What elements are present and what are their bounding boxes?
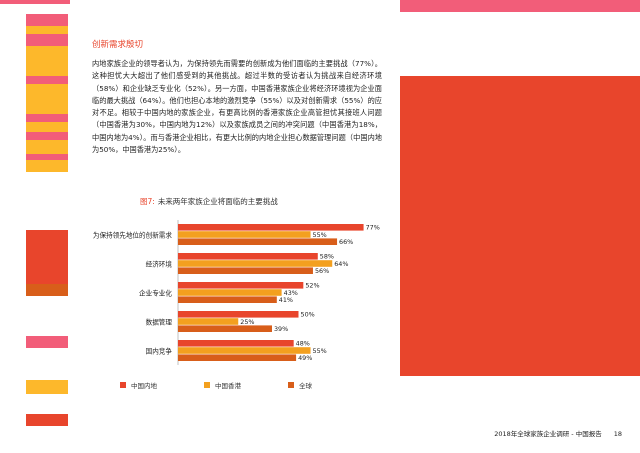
deco-block: [26, 414, 68, 426]
category-label: 企业专业化: [139, 288, 172, 297]
bar: [178, 311, 299, 318]
deco-block: [26, 284, 68, 296]
deco-block: [26, 34, 68, 46]
legend-label-mainland: 中国内地: [131, 382, 157, 390]
figure-caption: 未来两年家族企业将面临的主要挑战: [157, 197, 278, 206]
deco-block: [26, 114, 68, 122]
deco-block: [26, 122, 68, 132]
legend-swatch-global: [288, 382, 294, 388]
bar: [178, 231, 311, 238]
body-paragraph: 内地家族企业的领导者认为，为保持领先而需要的创新成为他们面临的主要挑战（77%）…: [92, 59, 382, 155]
deco-block: [26, 132, 68, 140]
bar: [178, 282, 304, 289]
bar: [178, 347, 311, 354]
bar: [178, 340, 294, 347]
data-label: 52%: [305, 282, 319, 290]
deco-block: [26, 154, 68, 160]
legend-item-mainland: 中国内地: [120, 380, 204, 390]
category-label: 国内竞争: [146, 346, 173, 355]
data-label: 55%: [313, 231, 327, 239]
legend-label-hongkong: 中国香港: [215, 382, 241, 390]
bar: [178, 318, 239, 325]
data-label: 66%: [339, 238, 353, 246]
bar: [178, 289, 282, 296]
deco-block: [26, 140, 68, 154]
deco-block: [26, 230, 68, 284]
body-text: 内地家族企业的领导者认为，为保持领先而需要的创新成为他们面临的主要挑战（77%）…: [92, 58, 382, 156]
deco-block: [26, 76, 68, 84]
section-title: 创新需求殷切: [92, 40, 144, 50]
legend-label-global: 全球: [299, 382, 312, 390]
deco-block: [400, 0, 640, 12]
data-label: 48%: [296, 340, 310, 348]
figure-number: 图7:: [140, 197, 155, 206]
deco-block: [26, 14, 68, 26]
page-footer: 2018年全球家族企业调研 - 中国报告 18: [494, 428, 622, 438]
data-label: 58%: [320, 253, 334, 261]
data-label: 39%: [274, 325, 288, 333]
bar: [178, 224, 364, 231]
deco-block: [26, 380, 68, 394]
category-label: 数据管理: [146, 317, 173, 326]
chart-legend: 中国内地 中国香港 全球: [120, 380, 372, 390]
data-label: 25%: [240, 318, 254, 326]
legend-item-global: 全球: [288, 380, 372, 390]
footer-report-title: 2018年全球家族企业调研 - 中国报告: [494, 430, 602, 438]
category-label: 为保持领先地位的创新需求: [93, 230, 173, 239]
deco-block: [400, 76, 640, 376]
data-label: 43%: [284, 289, 298, 297]
legend-swatch-mainland: [120, 382, 126, 388]
data-label: 49%: [298, 354, 312, 362]
deco-block: [26, 84, 68, 114]
bar: [178, 325, 272, 332]
data-label: 56%: [315, 267, 329, 275]
bar: [178, 296, 277, 303]
deco-block: [0, 0, 70, 4]
figure-title: 图7: 未来两年家族企业将面临的主要挑战: [140, 196, 278, 207]
data-label: 77%: [366, 224, 380, 232]
data-label: 64%: [334, 260, 348, 268]
data-label: 41%: [279, 296, 293, 304]
bar: [178, 267, 313, 274]
deco-block: [26, 46, 68, 76]
legend-swatch-hongkong: [204, 382, 210, 388]
bar: [178, 253, 318, 260]
data-label: 50%: [301, 311, 315, 319]
category-label: 经济环境: [146, 259, 173, 268]
legend-item-hongkong: 中国香港: [204, 380, 288, 390]
bar: [178, 354, 297, 361]
bar: [178, 260, 333, 267]
deco-block: [26, 26, 68, 34]
bar: [178, 238, 338, 245]
deco-block: [26, 336, 68, 348]
page-number: 18: [613, 430, 622, 438]
deco-block: [26, 160, 68, 172]
data-label: 55%: [313, 347, 327, 355]
